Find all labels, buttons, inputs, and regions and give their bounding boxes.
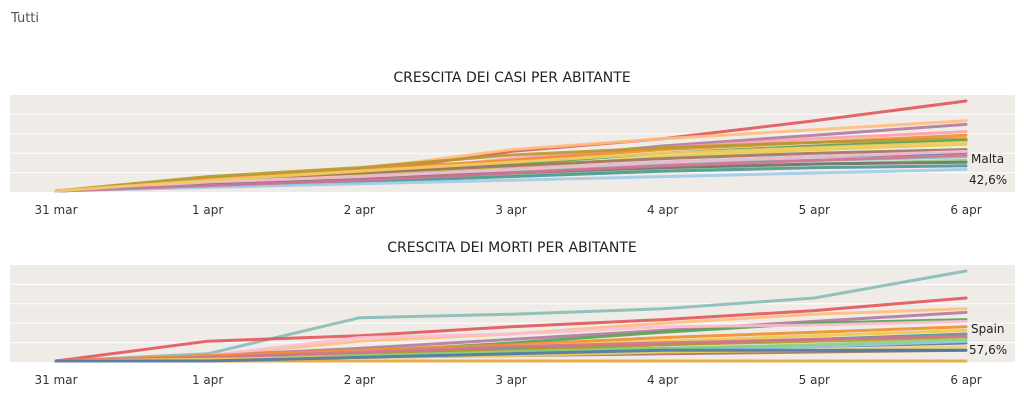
deaths-x-tick-label: 5 apr — [799, 373, 830, 387]
filter-label[interactable]: Tutti — [11, 11, 40, 26]
deaths-series-line-1[interactable] — [54, 296, 968, 363]
deaths-highlight-value-label: 57,6% — [969, 343, 1007, 357]
cases-series-line-14[interactable] — [54, 167, 968, 193]
cases-chart-title: CRESCITA DEI CASI PER ABITANTE — [393, 70, 631, 86]
cases-x-tick-label: 3 apr — [495, 203, 526, 217]
cases-highlight-name-label: Malta — [971, 152, 1004, 166]
cases-series-line-5[interactable] — [54, 137, 968, 193]
cases-growth-chart: 31 mar 1 apr 2 apr 3 apr 4 apr 5 apr 6 apr Malt… — [10, 95, 1015, 217]
cases-highlight-value-label: 42,6% — [969, 173, 1007, 187]
cases-series-line-15[interactable] — [54, 149, 968, 193]
cases-x-tick-label: 1 apr — [192, 203, 223, 217]
deaths-x-tick-label: 1 apr — [192, 373, 223, 387]
deaths-x-tick-label: 31 mar — [34, 373, 77, 387]
cases-x-tick-label: 6 apr — [950, 203, 981, 217]
deaths-chart-title: CRESCITA DEI MORTI PER ABITANTE — [387, 240, 637, 256]
deaths-x-tick-label: 3 apr — [495, 373, 526, 387]
deaths-highlight-name-label: Spain — [971, 322, 1005, 336]
deaths-series-line-17[interactable] — [54, 348, 968, 363]
cases-x-tick-label: 4 apr — [647, 203, 678, 217]
deaths-x-tick-label: 4 apr — [647, 373, 678, 387]
cases-x-tick-label: 31 mar — [34, 203, 77, 217]
deaths-series-line-6[interactable] — [54, 325, 968, 363]
cases-x-tick-label: 2 apr — [344, 203, 375, 217]
deaths-x-tick-label: 6 apr — [950, 373, 981, 387]
cases-series-line-17[interactable] — [54, 140, 968, 193]
deaths-growth-chart: 31 mar 1 apr 2 apr 3 apr 4 apr 5 apr 6 apr Spai… — [10, 265, 1015, 387]
deaths-x-tick-label: 2 apr — [344, 373, 375, 387]
cases-x-tick-label: 5 apr — [799, 203, 830, 217]
deaths-series-line-0[interactable] — [54, 269, 968, 363]
cases-series-line-16[interactable] — [54, 153, 968, 193]
deaths-series-line-13[interactable] — [54, 334, 968, 363]
